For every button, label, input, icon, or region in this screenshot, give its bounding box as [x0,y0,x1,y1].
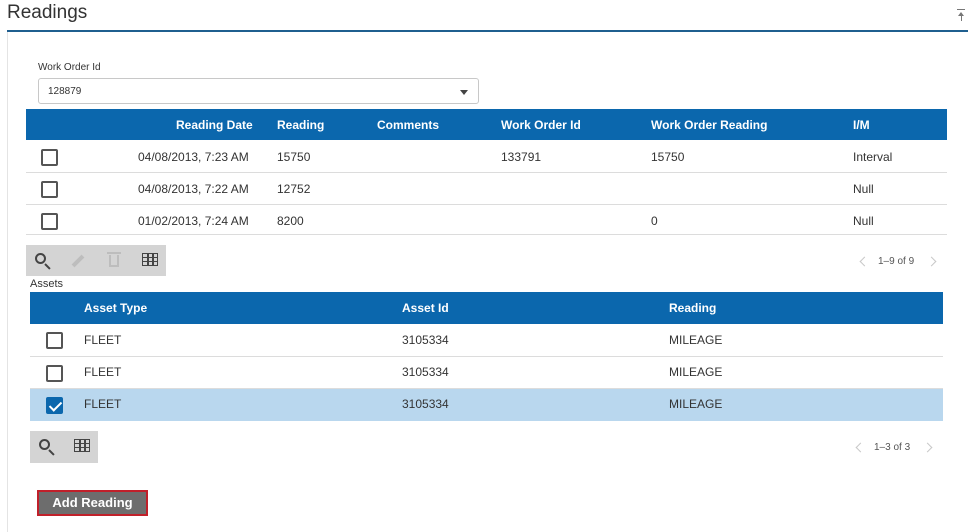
cell-asset-type: FLEET [84,397,122,411]
collapse-panel-icon[interactable] [956,8,966,22]
cell-work-order-id: 133791 [501,150,542,164]
cell-im: Null [853,214,874,228]
column-header-work-order-reading[interactable]: Work Order Reading [651,118,768,132]
search-icon[interactable] [30,431,62,463]
cell-reading: 15750 [277,150,311,164]
cell-work-order-reading: 0 [651,214,658,228]
title-divider [7,30,968,32]
cell-reading: MILEAGE [669,333,723,347]
work-order-id-select[interactable]: 128879 [38,78,479,104]
cell-asset-id: 3105334 [402,365,449,379]
table-row[interactable]: 04/08/2013, 7:22 AM 12752 Null [26,173,947,205]
work-order-id-value: 128879 [48,86,82,97]
readings-grid: Reading Date Reading Comments Work Order… [26,109,947,235]
table-row[interactable]: FLEET 3105334 MILEAGE [30,357,943,389]
table-row[interactable]: FLEET 3105334 MILEAGE [30,324,943,357]
row-checkbox[interactable] [41,149,58,166]
cell-reading-date: 01/02/2013, 7:24 AM [138,214,249,228]
row-checkbox-checked[interactable] [46,397,63,414]
cell-reading-date: 04/08/2013, 7:22 AM [138,182,249,196]
assets-toolbar [30,431,98,463]
cell-asset-id: 3105334 [402,333,449,347]
chevron-right-icon[interactable] [922,442,933,453]
assets-grid-header: Asset Type Asset Id Reading [30,292,943,324]
chevron-left-icon[interactable] [859,256,870,267]
cell-work-order-reading: 15750 [651,150,685,164]
cell-im: Interval [853,150,893,164]
assets-section-label: Assets [30,278,64,290]
column-header-im[interactable]: I/M [853,118,870,132]
column-header-reading[interactable]: Reading [669,301,717,315]
cell-asset-id: 3105334 [402,397,449,411]
trash-icon [98,245,130,276]
work-order-id-label: Work Order Id [38,62,101,73]
column-header-reading[interactable]: Reading [277,118,325,132]
columns-icon[interactable] [66,431,98,463]
row-checkbox[interactable] [41,213,58,230]
edit-icon [62,245,94,276]
chevron-down-icon [460,90,468,95]
row-checkbox[interactable] [46,332,63,349]
readings-pager-text: 1–9 of 9 [878,256,915,267]
readings-panel [7,32,968,532]
column-header-asset-id[interactable]: Asset Id [402,301,449,315]
column-header-comments[interactable]: Comments [377,118,440,132]
column-header-work-order-id[interactable]: Work Order Id [501,118,581,132]
cell-reading: 8200 [277,214,304,228]
page-title: Readings [7,2,88,23]
assets-grid: Asset Type Asset Id Reading FLEET 310533… [30,292,943,421]
cell-asset-type: FLEET [84,365,122,379]
columns-icon[interactable] [134,245,166,276]
cell-asset-type: FLEET [84,333,122,347]
row-checkbox[interactable] [46,365,63,382]
column-header-asset-type[interactable]: Asset Type [84,301,148,315]
assets-pager: 1–3 of 3 [854,442,934,454]
readings-pager: 1–9 of 9 [858,256,938,268]
cell-reading: 12752 [277,182,311,196]
cell-reading: MILEAGE [669,397,723,411]
table-row[interactable]: 04/08/2013, 7:23 AM 15750 133791 15750 I… [26,140,947,173]
cell-reading: MILEAGE [669,365,723,379]
chevron-left-icon[interactable] [855,442,866,453]
table-row[interactable]: 01/02/2013, 7:24 AM 8200 0 Null [26,205,947,235]
add-reading-button[interactable]: Add Reading [37,490,148,516]
cell-reading-date: 04/08/2013, 7:23 AM [138,150,249,164]
chevron-right-icon[interactable] [926,256,937,267]
readings-toolbar [26,245,166,276]
assets-pager-text: 1–3 of 3 [874,442,911,453]
search-icon[interactable] [26,245,58,276]
cell-im: Null [853,182,874,196]
table-row-selected[interactable]: FLEET 3105334 MILEAGE [30,389,943,421]
column-header-reading-date[interactable]: Reading Date [176,118,253,132]
readings-grid-header: Reading Date Reading Comments Work Order… [26,109,947,140]
row-checkbox[interactable] [41,181,58,198]
